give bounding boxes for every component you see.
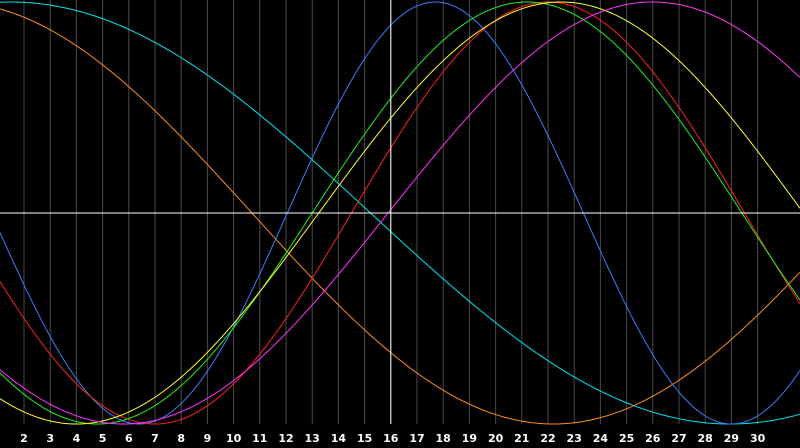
x-tick-label-30: 30 xyxy=(750,432,766,445)
x-tick-label-11: 11 xyxy=(252,432,267,445)
x-tick-label-16: 16 xyxy=(383,432,399,445)
series-curves xyxy=(0,1,800,425)
x-tick-label-8: 8 xyxy=(177,432,185,445)
x-tick-label-13: 13 xyxy=(305,432,320,445)
x-axis-ticks: 2 3 4 5 6 7 8 9 10 11 12 13 14 15 16 17 18 19 20 21 22 23 24 25… xyxy=(20,432,765,445)
x-tick-label-20: 20 xyxy=(488,432,504,445)
series-line-1 xyxy=(0,1,800,425)
x-tick-label-2: 2 xyxy=(20,432,28,445)
x-tick-label-14: 14 xyxy=(331,432,347,445)
x-tick-label-24: 24 xyxy=(593,432,609,445)
series-line-4 xyxy=(0,1,800,425)
x-tick-label-3: 3 xyxy=(46,432,54,445)
x-tick-label-17: 17 xyxy=(409,432,424,445)
x-tick-label-18: 18 xyxy=(436,432,451,445)
series-line-2 xyxy=(0,8,800,425)
crosshair xyxy=(0,0,800,424)
x-tick-label-12: 12 xyxy=(278,432,293,445)
x-tick-label-26: 26 xyxy=(645,432,661,445)
x-tick-label-22: 22 xyxy=(540,432,555,445)
x-tick-label-23: 23 xyxy=(567,432,582,445)
x-tick-label-29: 29 xyxy=(724,432,739,445)
x-tick-label-19: 19 xyxy=(462,432,477,445)
x-tick-label-7: 7 xyxy=(151,432,159,445)
x-tick-label-4: 4 xyxy=(73,432,81,445)
x-tick-label-25: 25 xyxy=(619,432,634,445)
x-tick-label-15: 15 xyxy=(357,432,372,445)
series-line-6 xyxy=(0,1,800,425)
series-line-7 xyxy=(0,1,800,425)
x-tick-label-21: 21 xyxy=(514,432,529,445)
x-tick-label-6: 6 xyxy=(125,432,133,445)
x-tick-label-9: 9 xyxy=(204,432,212,445)
x-tick-label-27: 27 xyxy=(671,432,686,445)
x-tick-label-5: 5 xyxy=(99,432,107,445)
series-line-5 xyxy=(0,1,800,425)
x-tick-label-28: 28 xyxy=(698,432,713,445)
grid-lines xyxy=(23,0,759,424)
x-tick-label-10: 10 xyxy=(226,432,242,445)
